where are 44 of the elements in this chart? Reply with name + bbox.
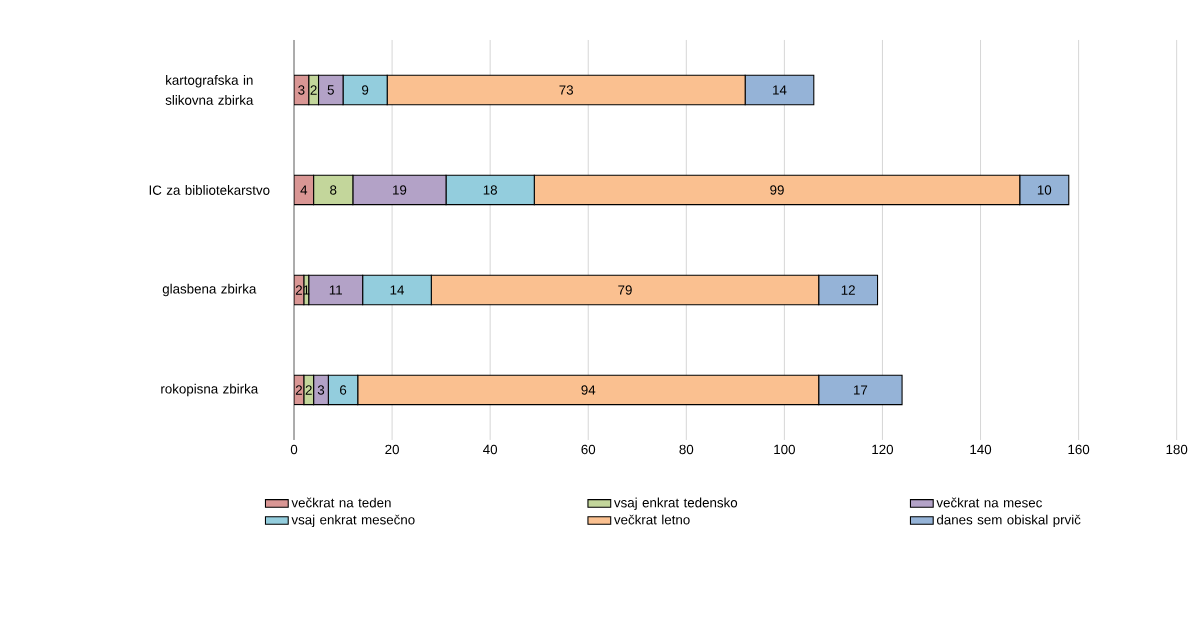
x-tick-label: 100 (774, 444, 795, 455)
data-label: 10 (1037, 185, 1052, 195)
data-label: 17 (853, 385, 868, 395)
data-label: 4 (300, 185, 308, 195)
y-tick-label: IC za bibliotekarstvo (149, 185, 270, 195)
y-tick-label: kartografska in slikovna zbirka (165, 75, 254, 105)
data-label: 2 (310, 85, 317, 95)
data-label: 11 (329, 285, 342, 295)
data-label: 14 (390, 285, 405, 295)
data-label: 94 (581, 385, 596, 395)
data-label: 12 (841, 285, 855, 295)
y-tick-label: rokopisna zbirka (161, 383, 259, 397)
x-tick-label: 20 (385, 444, 399, 455)
x-tick-label: 0 (290, 444, 298, 455)
x-tick-label: 180 (1166, 444, 1188, 455)
data-label: 1 (303, 285, 310, 295)
data-label: 2 (305, 385, 312, 395)
x-tick-label: 160 (1068, 444, 1090, 455)
data-label: 2 (295, 385, 302, 395)
data-label: 79 (618, 285, 632, 295)
data-label: 5 (327, 85, 334, 95)
data-label: 8 (330, 185, 337, 195)
legend-label: večkrat letno (613, 514, 690, 525)
data-label: 73 (559, 85, 574, 95)
data-label: 3 (317, 385, 325, 395)
legend-label: večkrat na teden (291, 497, 391, 508)
legend-label: vsaj enkrat tedensko (613, 497, 738, 511)
data-label: 3 (298, 85, 305, 95)
data-label: 9 (362, 85, 369, 95)
legend-label: danes sem obiskal prvič (936, 514, 1081, 528)
data-label: 2 (295, 285, 302, 295)
x-tick-label: 120 (872, 444, 894, 455)
x-tick-label: 60 (581, 444, 596, 455)
x-tick-label: 80 (679, 444, 694, 455)
x-tick-label: 140 (970, 444, 992, 455)
x-tick-label: 40 (483, 444, 498, 455)
y-tick-label: glasbena zbirka (162, 283, 257, 297)
data-label: 14 (773, 85, 787, 95)
data-label: 99 (770, 185, 784, 195)
data-label: 18 (483, 185, 497, 195)
data-label: 6 (340, 385, 347, 395)
data-label: 19 (393, 185, 407, 195)
legend-label: vsaj enkrat mesečno (291, 514, 415, 528)
legend-label: večkrat na mesec (936, 497, 1042, 508)
